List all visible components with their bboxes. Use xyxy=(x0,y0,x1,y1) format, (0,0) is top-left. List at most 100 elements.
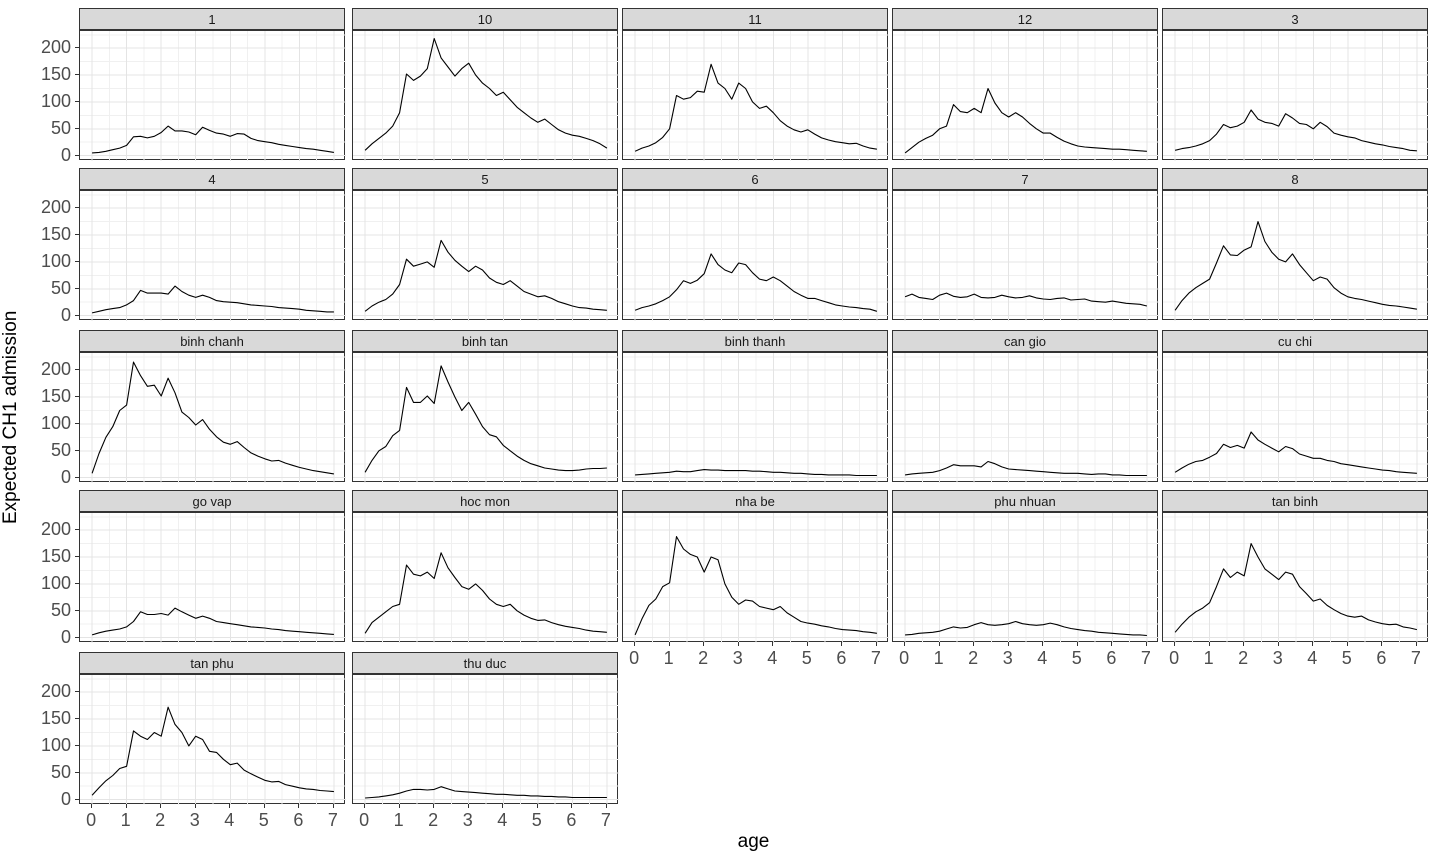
facet-panel-tan-binh xyxy=(1162,512,1429,643)
y-tick-label: 200 xyxy=(40,519,71,540)
y-tick-label: 200 xyxy=(40,37,71,58)
x-tick-mark xyxy=(160,804,162,808)
facet-plot-area xyxy=(80,513,346,643)
x-tick-label: 5 xyxy=(531,810,542,830)
y-tick-label: 100 xyxy=(40,572,71,593)
facet-plot-area xyxy=(1163,191,1429,321)
expected-admission-line xyxy=(91,361,334,475)
x-tick-label: 1 xyxy=(393,810,404,830)
x-tick-mark xyxy=(1381,642,1383,646)
y-tick-mark xyxy=(75,636,79,638)
expected-admission-line xyxy=(1174,543,1418,633)
facet-strip: can gio xyxy=(892,330,1158,352)
x-tick-mark xyxy=(125,804,127,808)
expected-admission-line xyxy=(634,253,878,312)
expected-admission-line xyxy=(1174,109,1417,152)
facet-panel-11 xyxy=(622,30,889,161)
facet-plot-area xyxy=(80,675,346,805)
x-tick-label: 2 xyxy=(968,648,979,668)
facet-panel-cu-chi xyxy=(1162,352,1429,483)
facet-strip: binh chanh xyxy=(79,330,345,352)
x-tick-label: 7 xyxy=(327,810,338,830)
facet-strip-label: nha be xyxy=(735,493,775,509)
x-tick-mark xyxy=(1346,642,1348,646)
y-tick-mark xyxy=(75,529,79,531)
facet-strip: 6 xyxy=(622,168,888,190)
facet-plot-area xyxy=(893,31,1159,161)
facet-panel-binh-thanh xyxy=(622,352,889,483)
facet-plot-area xyxy=(893,513,1159,643)
facet-plot-area xyxy=(80,353,346,483)
x-tick-label: 0 xyxy=(629,648,640,668)
y-tick-label: 0 xyxy=(60,304,71,325)
x-tick-label: 7 xyxy=(1140,648,1151,668)
y-tick-mark xyxy=(75,556,79,558)
x-tick-label: 2 xyxy=(428,810,439,830)
x-tick-label: 7 xyxy=(870,648,881,668)
y-tick-label: 150 xyxy=(40,224,71,245)
y-tick-mark xyxy=(75,449,79,451)
facet-panel-can-gio xyxy=(892,352,1159,483)
x-tick-mark xyxy=(772,642,774,646)
x-tick-mark xyxy=(973,642,975,646)
x-tick-mark xyxy=(1415,642,1417,646)
x-tick-mark xyxy=(634,642,636,646)
facet-panel-thu-duc xyxy=(352,674,619,805)
expected-admission-line xyxy=(634,536,877,636)
y-tick-mark xyxy=(75,47,79,49)
x-tick-mark xyxy=(806,642,808,646)
x-tick-mark xyxy=(668,642,670,646)
x-tick-label: 0 xyxy=(1169,648,1180,668)
x-tick-mark xyxy=(904,642,906,646)
x-tick-mark xyxy=(364,804,366,808)
facet-strip: tan phu xyxy=(79,652,345,674)
y-tick-label: 50 xyxy=(50,277,71,298)
x-tick-mark xyxy=(1007,642,1009,646)
x-tick-label: 6 xyxy=(566,810,577,830)
facet-strip: 12 xyxy=(892,8,1158,30)
expected-admission-line xyxy=(364,552,607,634)
y-tick-label: 50 xyxy=(50,439,71,460)
x-tick-mark xyxy=(398,804,400,808)
x-tick-mark xyxy=(841,642,843,646)
y-tick-mark xyxy=(75,691,79,693)
y-tick-label: 100 xyxy=(40,734,71,755)
x-tick-mark xyxy=(467,804,469,808)
facet-strip-label: 10 xyxy=(477,11,493,27)
facet-strip-label: can gio xyxy=(1004,333,1046,349)
y-tick-mark xyxy=(75,127,79,129)
facet-strip-label: go vap xyxy=(192,493,232,509)
facet-strip: 3 xyxy=(1162,8,1428,30)
facet-plot-area xyxy=(623,31,889,161)
x-tick-label: 5 xyxy=(258,810,269,830)
y-tick-mark xyxy=(75,771,79,773)
x-tick-mark xyxy=(1174,642,1176,646)
expected-admission-line xyxy=(905,620,1147,637)
expected-admission-line xyxy=(91,706,334,796)
x-tick-label: 2 xyxy=(698,648,709,668)
x-tick-label: 6 xyxy=(1376,648,1387,668)
y-tick-mark xyxy=(75,207,79,209)
expected-admission-line xyxy=(1174,221,1417,311)
x-tick-label: 4 xyxy=(1037,648,1048,668)
expected-admission-line xyxy=(904,292,1148,307)
facet-strip-label: 4 xyxy=(208,171,216,187)
y-axis-title: Expected CH1 admission xyxy=(0,310,21,524)
x-tick-label: 3 xyxy=(462,810,473,830)
y-tick-mark xyxy=(75,609,79,611)
x-tick-label: 1 xyxy=(120,810,131,830)
x-tick-mark xyxy=(91,804,93,808)
facet-strip: 4 xyxy=(79,168,345,190)
facet-strip: go vap xyxy=(79,490,345,512)
y-tick-label: 0 xyxy=(60,144,71,165)
x-tick-label: 3 xyxy=(732,648,743,668)
x-tick-mark xyxy=(263,804,265,808)
x-tick-label: 0 xyxy=(359,810,370,830)
facet-strip-label: tan phu xyxy=(190,655,234,671)
x-tick-mark xyxy=(737,642,739,646)
facet-strip-label: 8 xyxy=(1291,171,1299,187)
x-tick-mark xyxy=(332,804,334,808)
facet-plot-area xyxy=(623,191,889,321)
y-tick-mark xyxy=(75,287,79,289)
